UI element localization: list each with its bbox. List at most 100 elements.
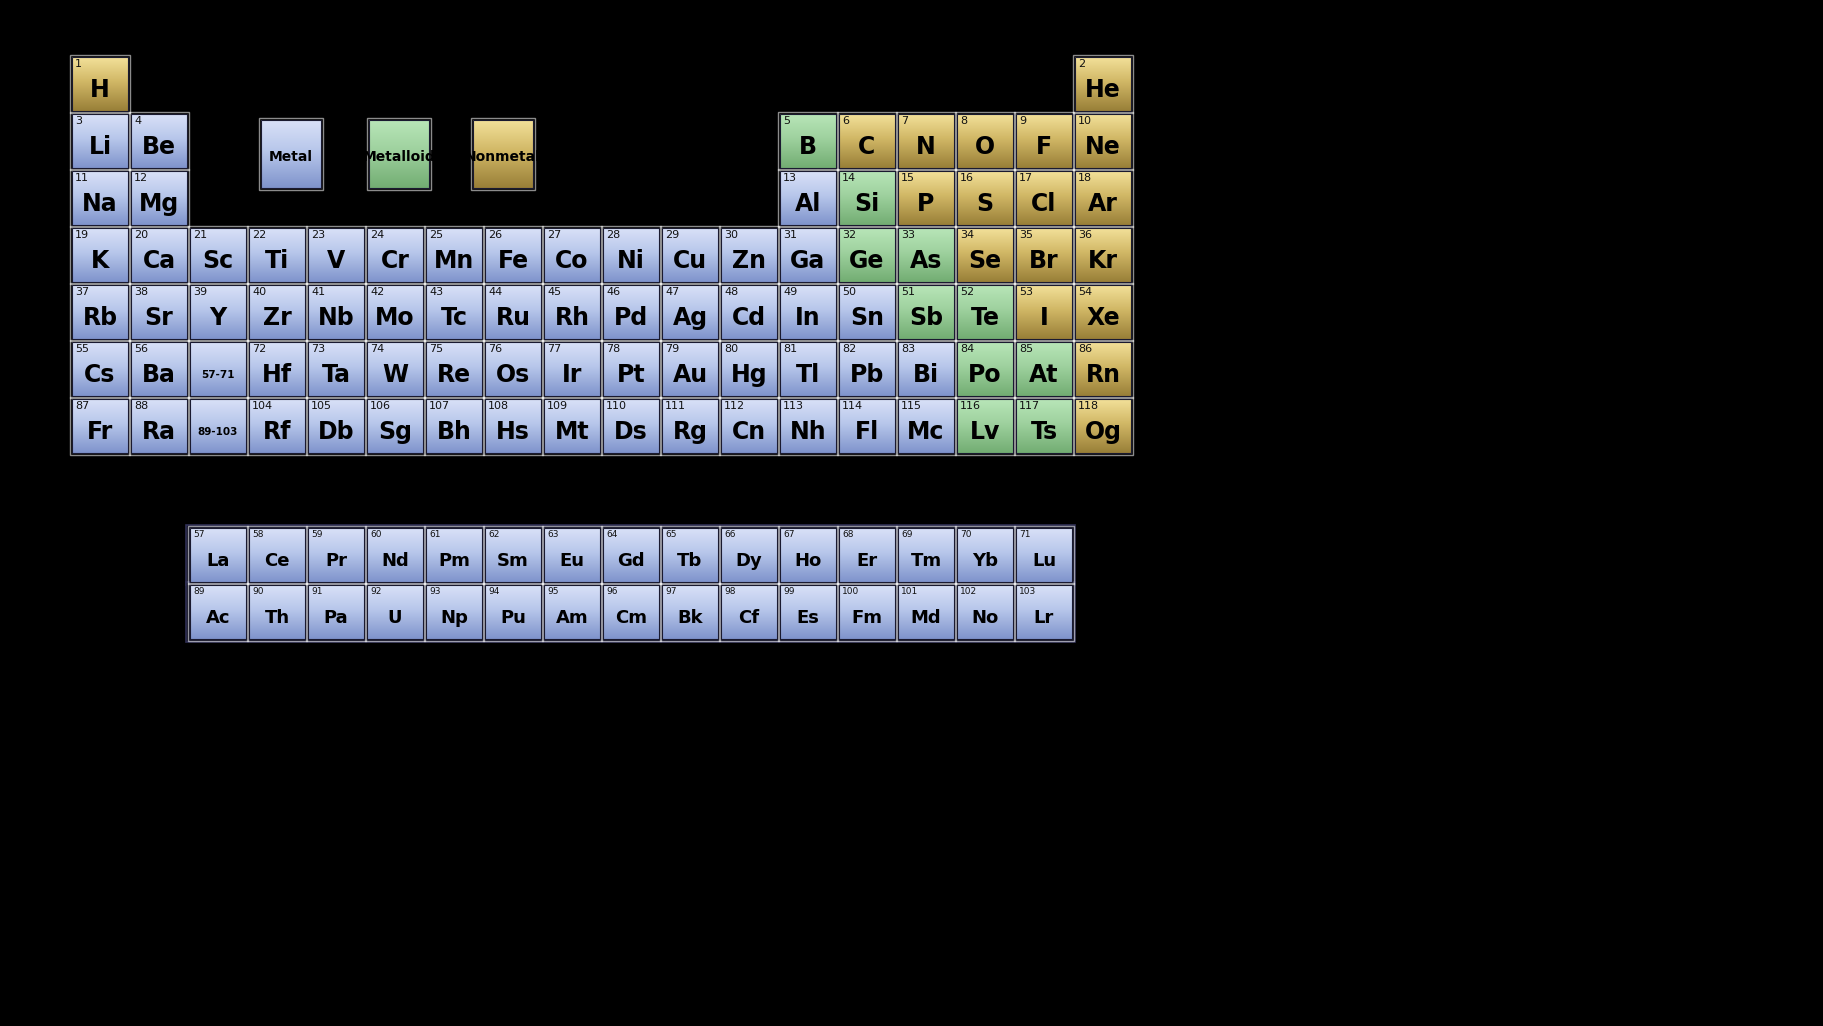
Text: 5: 5 <box>782 116 789 126</box>
Text: Db: Db <box>317 421 354 444</box>
Bar <box>1015 171 1072 225</box>
Bar <box>250 228 304 282</box>
Text: 100: 100 <box>842 587 859 596</box>
Text: 14: 14 <box>842 173 855 183</box>
Text: 19: 19 <box>75 230 89 240</box>
Text: Pd: Pd <box>614 307 647 330</box>
Text: 62: 62 <box>489 530 500 539</box>
Text: 112: 112 <box>724 401 746 411</box>
Text: Pu: Pu <box>500 609 525 628</box>
Text: Fl: Fl <box>855 421 879 444</box>
Bar <box>366 285 423 339</box>
Bar <box>543 528 600 582</box>
Bar <box>839 342 895 396</box>
Text: Cr: Cr <box>381 249 408 274</box>
Text: F: F <box>1035 135 1052 159</box>
Text: 12: 12 <box>133 173 148 183</box>
Bar <box>427 228 481 282</box>
Text: U: U <box>388 609 403 628</box>
Bar <box>957 285 1012 339</box>
Bar <box>720 342 777 396</box>
Text: Ho: Ho <box>795 552 820 570</box>
Text: Mc: Mc <box>906 421 944 444</box>
Bar <box>366 528 423 582</box>
Text: B: B <box>798 135 817 159</box>
Text: Re: Re <box>438 363 470 388</box>
Text: 82: 82 <box>842 344 855 354</box>
Text: 106: 106 <box>370 401 390 411</box>
Text: Yb: Yb <box>972 552 997 570</box>
Text: 86: 86 <box>1077 344 1092 354</box>
Text: 37: 37 <box>75 287 89 297</box>
Text: 55: 55 <box>75 344 89 354</box>
Text: 70: 70 <box>959 530 972 539</box>
Text: 104: 104 <box>252 401 273 411</box>
Bar <box>780 528 835 582</box>
Text: Mt: Mt <box>554 421 589 444</box>
Text: Zr: Zr <box>263 307 292 330</box>
Text: 96: 96 <box>605 587 618 596</box>
Text: Pm: Pm <box>438 552 470 570</box>
Text: Metalloid: Metalloid <box>363 151 436 164</box>
Text: Ga: Ga <box>789 249 826 274</box>
Text: 93: 93 <box>428 587 441 596</box>
Bar <box>780 585 835 639</box>
Text: 7: 7 <box>901 116 908 126</box>
Text: 102: 102 <box>959 587 977 596</box>
Bar <box>190 342 246 396</box>
Text: C: C <box>859 135 875 159</box>
Bar <box>1015 585 1072 639</box>
Text: 18: 18 <box>1077 173 1092 183</box>
Bar <box>250 342 304 396</box>
Bar <box>662 528 718 582</box>
Text: O: O <box>975 135 995 159</box>
Text: 77: 77 <box>547 344 561 354</box>
Bar <box>186 582 1074 642</box>
Bar <box>1074 57 1130 111</box>
Text: Pr: Pr <box>324 552 346 570</box>
Text: 46: 46 <box>605 287 620 297</box>
Text: 71: 71 <box>1019 530 1030 539</box>
Text: 76: 76 <box>489 344 501 354</box>
Text: 49: 49 <box>782 287 797 297</box>
Text: Tl: Tl <box>795 363 820 388</box>
Text: Ds: Ds <box>614 421 647 444</box>
Bar <box>250 528 304 582</box>
Text: 114: 114 <box>842 401 862 411</box>
Bar <box>897 228 953 282</box>
Text: Sb: Sb <box>908 307 942 330</box>
Text: 57: 57 <box>193 530 204 539</box>
Text: 65: 65 <box>665 530 676 539</box>
Text: 80: 80 <box>724 344 738 354</box>
Bar <box>427 285 481 339</box>
Text: 88: 88 <box>133 401 148 411</box>
Text: 59: 59 <box>312 530 323 539</box>
Bar <box>71 399 128 453</box>
Bar <box>543 399 600 453</box>
Bar <box>603 285 658 339</box>
Bar <box>131 285 188 339</box>
Text: Fe: Fe <box>498 249 529 274</box>
Text: Rf: Rf <box>263 421 292 444</box>
Text: Nh: Nh <box>789 421 826 444</box>
Bar <box>897 399 953 453</box>
Text: Gd: Gd <box>616 552 645 570</box>
Text: 8: 8 <box>959 116 966 126</box>
Bar <box>366 342 423 396</box>
Text: Cu: Cu <box>673 249 707 274</box>
Text: 28: 28 <box>605 230 620 240</box>
Text: Al: Al <box>795 193 820 216</box>
Bar <box>427 585 481 639</box>
Text: 61: 61 <box>428 530 441 539</box>
Text: 2: 2 <box>1077 60 1085 69</box>
Bar <box>1074 228 1130 282</box>
Bar <box>897 114 953 168</box>
Bar <box>839 399 895 453</box>
Text: Nonmetal: Nonmetal <box>465 151 541 164</box>
Bar <box>662 585 718 639</box>
Text: Au: Au <box>673 363 707 388</box>
Text: Kr: Kr <box>1087 249 1117 274</box>
Bar <box>71 57 128 111</box>
Bar <box>485 228 541 282</box>
Text: Am: Am <box>556 609 589 628</box>
